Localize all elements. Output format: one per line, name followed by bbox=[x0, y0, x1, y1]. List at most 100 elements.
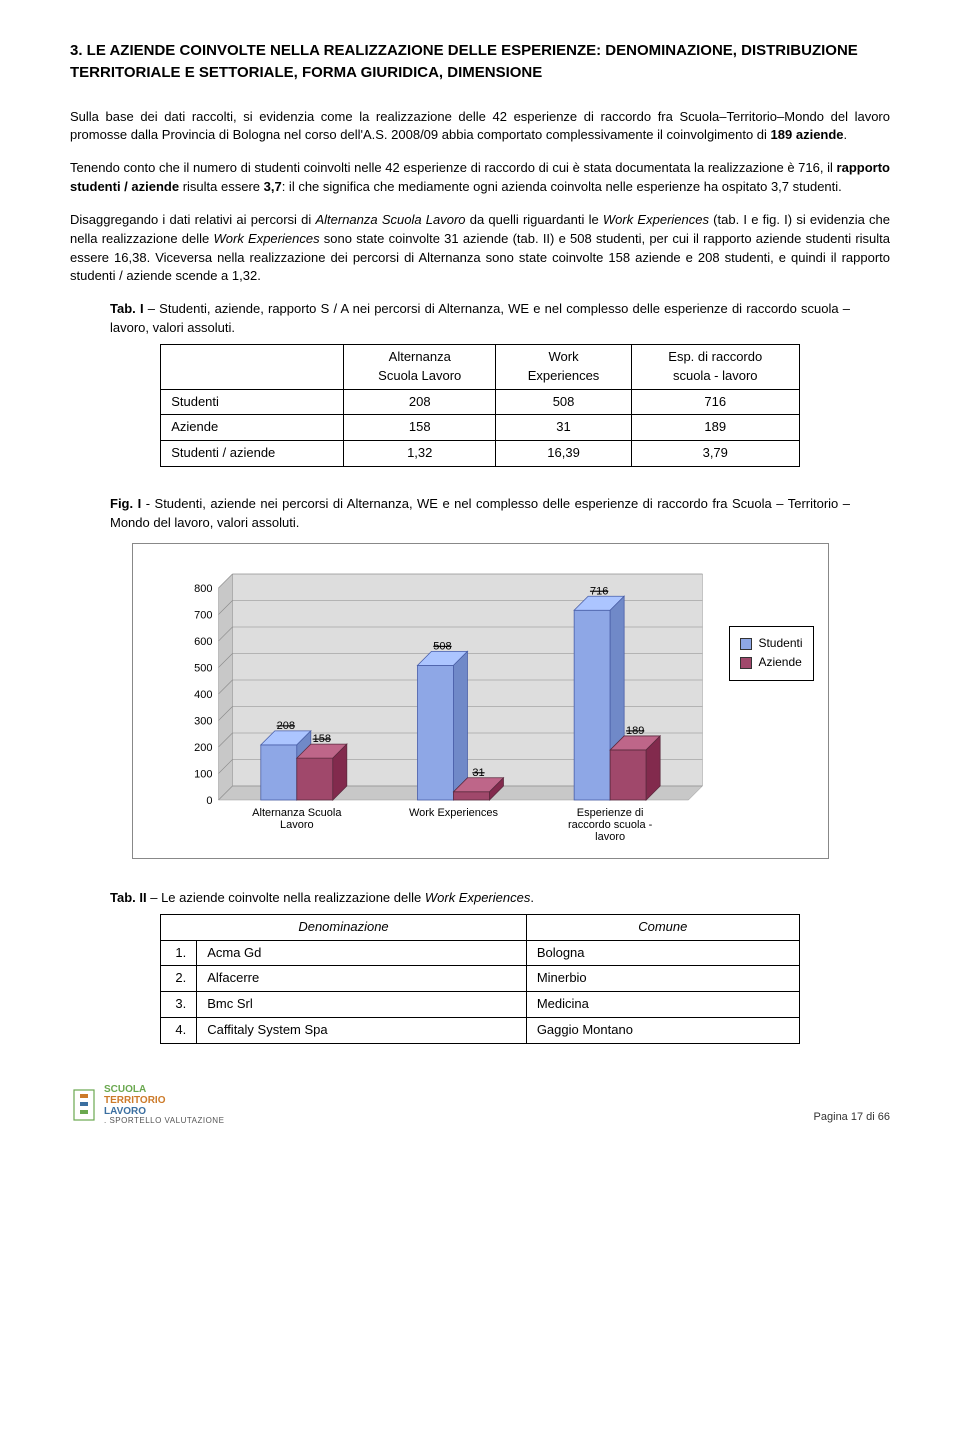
svg-text:500: 500 bbox=[194, 662, 212, 674]
tab2-we: Work Experiences bbox=[425, 890, 530, 905]
p2a: Tenendo conto che il numero di studenti … bbox=[70, 160, 837, 175]
svg-text:508: 508 bbox=[433, 640, 451, 652]
p3f: Work Experiences bbox=[213, 231, 319, 246]
svg-text:800: 800 bbox=[194, 583, 212, 595]
logo-text-territorio: TERRITORIO bbox=[104, 1095, 224, 1106]
legend-item: Aziende bbox=[740, 654, 802, 671]
logo-icon bbox=[70, 1088, 98, 1122]
section-title: 3. LE AZIENDE COINVOLTE NELLA REALIZZAZI… bbox=[70, 40, 890, 84]
tab2-end: . bbox=[530, 890, 534, 905]
r0c2: 508 bbox=[496, 389, 631, 415]
t2r3c: Gaggio Montano bbox=[526, 1018, 799, 1044]
tab1-rest: – Studenti, aziende, rapporto S / A nei … bbox=[110, 301, 850, 335]
logo-sub: . SPORTELLO VALUTAZIONE bbox=[104, 1117, 224, 1126]
tab1-lead: Tab. I bbox=[110, 301, 144, 316]
table-row: Aziende 158 31 189 bbox=[161, 415, 800, 441]
table-row: Studenti / aziende 1,32 16,39 3,79 bbox=[161, 441, 800, 467]
t1c3: Esp. di raccordo scuola - lavoro bbox=[668, 349, 762, 383]
svg-text:158: 158 bbox=[312, 733, 330, 745]
t1c1: Alternanza Scuola Lavoro bbox=[378, 349, 461, 383]
r0l: Studenti bbox=[161, 389, 344, 415]
svg-text:716: 716 bbox=[589, 585, 607, 597]
t2r0c: Bologna bbox=[526, 940, 799, 966]
tab2-caption: Tab. II – Le aziende coinvolte nella rea… bbox=[110, 889, 850, 908]
table-row: 4. Caffitaly System Spa Gaggio Montano bbox=[161, 1018, 800, 1044]
p3a: Disaggregando i dati relativi ai percors… bbox=[70, 212, 315, 227]
p3c: da quelli riguardanti le bbox=[466, 212, 603, 227]
svg-text:100: 100 bbox=[194, 768, 212, 780]
t2r3n: 4. bbox=[161, 1018, 197, 1044]
p2d: 3,7 bbox=[264, 179, 282, 194]
t2r0n: 1. bbox=[161, 940, 197, 966]
t1-col2: Work Experiences bbox=[496, 344, 631, 389]
tab1-caption: Tab. I – Studenti, aziende, rapporto S /… bbox=[110, 300, 850, 338]
r2c3: 3,79 bbox=[631, 441, 799, 467]
fig1-caption: Fig. I - Studenti, aziende nei percorsi … bbox=[110, 495, 850, 533]
p2e: : il che significa che mediamente ogni a… bbox=[282, 179, 842, 194]
logo-text-scuola: SCUOLA bbox=[104, 1084, 224, 1095]
fig1-lead: Fig. I bbox=[110, 496, 141, 511]
paragraph-1: Sulla base dei dati raccolti, si evidenz… bbox=[70, 108, 890, 146]
svg-text:0: 0 bbox=[206, 795, 212, 807]
title-text: 3. LE AZIENDE COINVOLTE NELLA REALIZZAZI… bbox=[70, 42, 858, 81]
legend-swatch-aziende bbox=[740, 657, 752, 669]
table-2: Denominazione Comune 1. Acma Gd Bologna … bbox=[160, 914, 800, 1044]
svg-text:31: 31 bbox=[472, 767, 484, 779]
t1-col3: Esp. di raccordo scuola - lavoro bbox=[631, 344, 799, 389]
tab2-lead: Tab. II bbox=[110, 890, 147, 905]
svg-text:189: 189 bbox=[625, 725, 643, 737]
table-1: Alternanza Scuola Lavoro Work Experience… bbox=[160, 344, 800, 467]
page-footer: SCUOLA TERRITORIO LAVORO . SPORTELLO VAL… bbox=[70, 1084, 890, 1126]
p1a: Sulla base dei dati raccolti, si evidenz… bbox=[70, 109, 890, 143]
table-row: 3. Bmc Srl Medicina bbox=[161, 992, 800, 1018]
chart-legend: Studenti Aziende bbox=[729, 626, 813, 681]
legend-swatch-studenti bbox=[740, 638, 752, 650]
svg-text:400: 400 bbox=[194, 689, 212, 701]
r1c2: 31 bbox=[496, 415, 631, 441]
t1-col1: Alternanza Scuola Lavoro bbox=[344, 344, 496, 389]
table-row: Studenti 208 508 716 bbox=[161, 389, 800, 415]
p1b: 189 aziende bbox=[771, 127, 844, 142]
r2c1: 1,32 bbox=[344, 441, 496, 467]
p2c: risulta essere bbox=[179, 179, 264, 194]
page-number: Pagina 17 di 66 bbox=[814, 1110, 890, 1126]
svg-text:700: 700 bbox=[194, 609, 212, 621]
p1c: . bbox=[844, 127, 848, 142]
r0c3: 716 bbox=[631, 389, 799, 415]
t2r1c: Minerbio bbox=[526, 966, 799, 992]
t2r2n: 3. bbox=[161, 992, 197, 1018]
t2r1d: Alfacerre bbox=[197, 966, 527, 992]
table-row: 1. Acma Gd Bologna bbox=[161, 940, 800, 966]
svg-text:Work Experiences: Work Experiences bbox=[408, 807, 498, 819]
footer-logo: SCUOLA TERRITORIO LAVORO . SPORTELLO VAL… bbox=[70, 1084, 224, 1126]
p3b: Alternanza Scuola Lavoro bbox=[315, 212, 465, 227]
t2h1: Denominazione bbox=[161, 914, 527, 940]
t1-blank bbox=[161, 344, 344, 389]
r1c3: 189 bbox=[631, 415, 799, 441]
svg-text:208: 208 bbox=[276, 720, 294, 732]
svg-text:600: 600 bbox=[194, 636, 212, 648]
t2r1n: 2. bbox=[161, 966, 197, 992]
svg-text:300: 300 bbox=[194, 715, 212, 727]
svg-text:raccordo scuola -: raccordo scuola - bbox=[567, 819, 652, 831]
p3d: Work Experiences bbox=[603, 212, 709, 227]
legend-item: Studenti bbox=[740, 635, 802, 652]
t2r0d: Acma Gd bbox=[197, 940, 527, 966]
t2r2d: Bmc Srl bbox=[197, 992, 527, 1018]
t2h2: Comune bbox=[526, 914, 799, 940]
r0c1: 208 bbox=[344, 389, 496, 415]
bar-chart: 0100200300400500600700800208158Alternanz… bbox=[147, 556, 720, 846]
svg-text:Esperienze di: Esperienze di bbox=[576, 807, 643, 819]
chart-container: 0100200300400500600700800208158Alternanz… bbox=[132, 543, 829, 859]
svg-text:lavoro: lavoro bbox=[595, 831, 625, 843]
t1c2: Work Experiences bbox=[528, 349, 600, 383]
table-row: 2. Alfacerre Minerbio bbox=[161, 966, 800, 992]
t2r2c: Medicina bbox=[526, 992, 799, 1018]
svg-text:Lavoro: Lavoro bbox=[279, 819, 313, 831]
legend-label-studenti: Studenti bbox=[758, 635, 802, 652]
tab2-rest: – Le aziende coinvolte nella realizzazio… bbox=[147, 890, 425, 905]
t2r3d: Caffitaly System Spa bbox=[197, 1018, 527, 1044]
paragraph-3: Disaggregando i dati relativi ai percors… bbox=[70, 211, 890, 286]
r2c2: 16,39 bbox=[496, 441, 631, 467]
paragraph-2: Tenendo conto che il numero di studenti … bbox=[70, 159, 890, 197]
